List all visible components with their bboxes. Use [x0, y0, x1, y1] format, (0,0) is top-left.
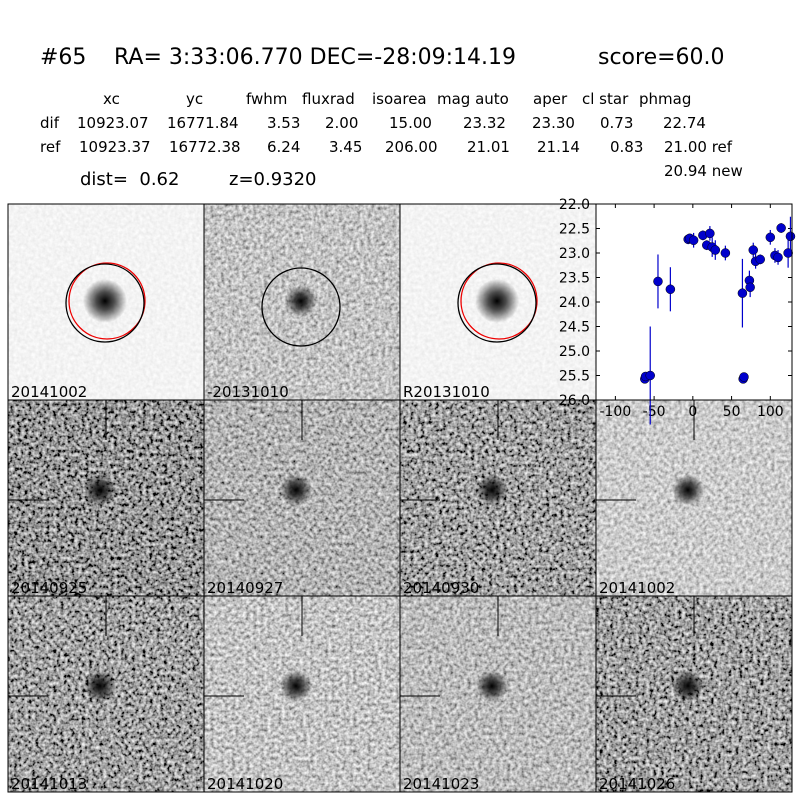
column-header: fwhm: [246, 90, 287, 108]
column-header: aper: [533, 90, 568, 108]
table-cell: 3.45: [329, 138, 362, 156]
data-point: [705, 228, 715, 239]
row-label: ref: [40, 138, 61, 156]
plot-frame: [595, 203, 793, 401]
data-point: [645, 370, 655, 381]
column-header: phmag: [639, 90, 691, 108]
aperture-red: [460, 262, 538, 340]
table-cell: 0.83: [610, 138, 643, 156]
stamp-label: 20140925: [11, 579, 87, 597]
table-cell: 21.14: [537, 138, 580, 156]
y-tick-label: 24.0: [559, 295, 590, 311]
x-tick-label: 50: [723, 404, 741, 420]
data-point: [783, 248, 793, 258]
table-cell: 6.24: [267, 138, 300, 156]
table-cell: 206.00: [385, 138, 438, 156]
stamp-label: 20141020: [207, 775, 283, 793]
data-point: [665, 284, 676, 295]
y-tick-label: 25.5: [559, 369, 590, 385]
stamp-label: 20141013: [11, 775, 87, 793]
aperture: [457, 263, 537, 343]
star: [285, 285, 317, 317]
x-tick-label: 100: [757, 404, 784, 420]
stamp-label: 20141002: [11, 383, 87, 401]
x-tick-label: -100: [599, 404, 631, 420]
star: [84, 474, 116, 506]
table-cell: 23.32: [463, 114, 506, 132]
stamp-label: 20140930: [403, 579, 479, 597]
data-point: [745, 282, 755, 293]
aperture-red: [68, 262, 146, 340]
stamp-label: 20140927: [207, 579, 283, 597]
stamp-label: -20131010: [207, 383, 289, 401]
stamp-label: R20131010: [403, 383, 490, 401]
y-tick-label: 26.0: [559, 393, 590, 409]
star: [475, 279, 519, 323]
column-header: fluxrad: [302, 90, 355, 108]
coordinates: RA= 3:33:06.770 DEC=-28:09:14.19: [114, 45, 516, 70]
star: [476, 474, 508, 506]
column-header: yc: [186, 90, 203, 108]
table-cell: 23.30: [532, 114, 575, 132]
data-point: [755, 254, 765, 265]
y-tick-label: 22.0: [559, 197, 590, 213]
stamp-label: 20141026: [599, 775, 675, 793]
aperture: [65, 263, 145, 343]
column-header: mag auto: [437, 90, 509, 108]
star: [280, 474, 312, 506]
y-tick-label: 23.5: [559, 271, 590, 287]
column-header: cl star: [582, 90, 629, 108]
y-tick-label: 25.0: [559, 344, 590, 360]
data-point: [765, 232, 776, 243]
y-tick-label: 22.5: [559, 222, 590, 238]
phmag-new: 20.94 new: [664, 162, 743, 180]
data-point: [688, 235, 699, 246]
table-cell: 10923.37: [79, 138, 151, 156]
score: score=60.0: [598, 45, 725, 70]
dist: dist= 0.62: [80, 169, 179, 190]
table-cell: 22.74: [663, 114, 706, 132]
data-point: [653, 276, 663, 287]
y-tick-label: 23.0: [559, 246, 590, 262]
stamp-frame: [595, 595, 793, 793]
star: [280, 670, 312, 702]
data-point: [748, 245, 759, 255]
stamp-label: 20141002: [599, 579, 675, 597]
table-cell: 0.73: [600, 114, 633, 132]
data-point: [785, 231, 796, 242]
table-cell: 2.00: [325, 114, 358, 132]
x-tick-label: -50: [643, 404, 666, 420]
stamp-label: 20141023: [403, 775, 479, 793]
table-cell: 21.00 ref: [664, 138, 733, 156]
redshift: z=0.9320: [229, 169, 317, 190]
table-cell: 21.01: [467, 138, 510, 156]
x-tick-label: 0: [688, 404, 697, 420]
column-header: isoarea: [372, 90, 427, 108]
table-cell: 3.53: [267, 114, 300, 132]
star: [84, 670, 116, 702]
table-cell: 16772.38: [169, 138, 241, 156]
data-point: [739, 372, 749, 382]
data-point: [720, 248, 731, 258]
table-cell: 15.00: [389, 114, 432, 132]
candidate-id: #65: [40, 45, 86, 70]
aperture: [261, 267, 341, 347]
data-point: [776, 223, 786, 233]
column-header: xc: [103, 90, 120, 108]
star: [672, 474, 704, 506]
data-point: [773, 252, 783, 263]
y-tick-label: 24.5: [559, 320, 590, 336]
table-cell: 10923.07: [77, 114, 149, 132]
data-point: [710, 245, 721, 255]
row-label: dif: [40, 114, 60, 132]
star: [672, 670, 704, 702]
star: [83, 279, 127, 323]
data-point: [737, 288, 748, 298]
star: [476, 670, 508, 702]
table-cell: 16771.84: [167, 114, 239, 132]
